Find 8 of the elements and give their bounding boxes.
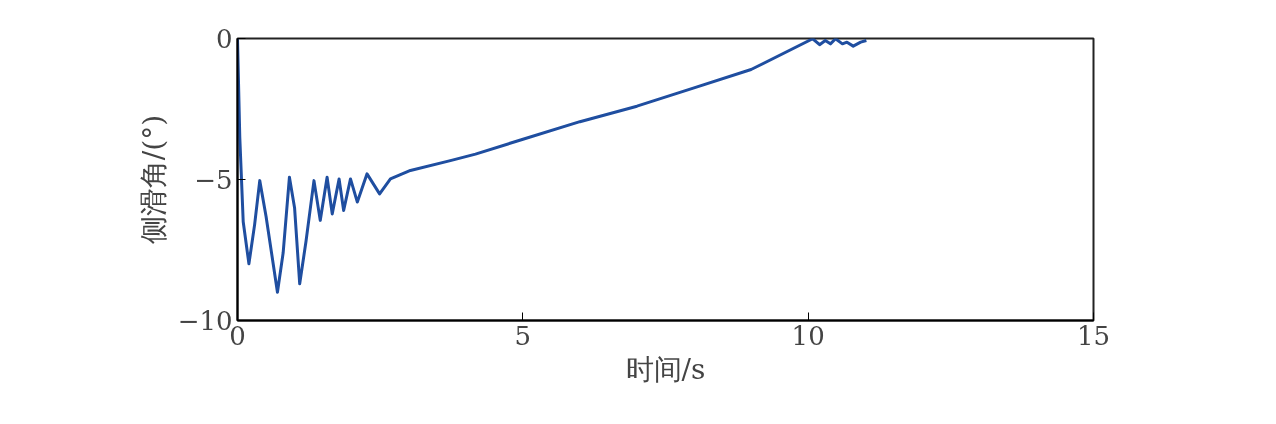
x-tick-label: 5 bbox=[514, 320, 532, 351]
x-tick-label: 10 bbox=[791, 320, 825, 351]
x-axis-title: 时间/s bbox=[625, 352, 706, 386]
y-axis-title: 侧滑角/(°) bbox=[136, 114, 170, 245]
x-tick-label: 15 bbox=[1076, 320, 1111, 351]
y-tick-label: 0 bbox=[215, 24, 233, 54]
line-series bbox=[237, 38, 868, 294]
y-tick-label: −5 bbox=[194, 165, 233, 195]
